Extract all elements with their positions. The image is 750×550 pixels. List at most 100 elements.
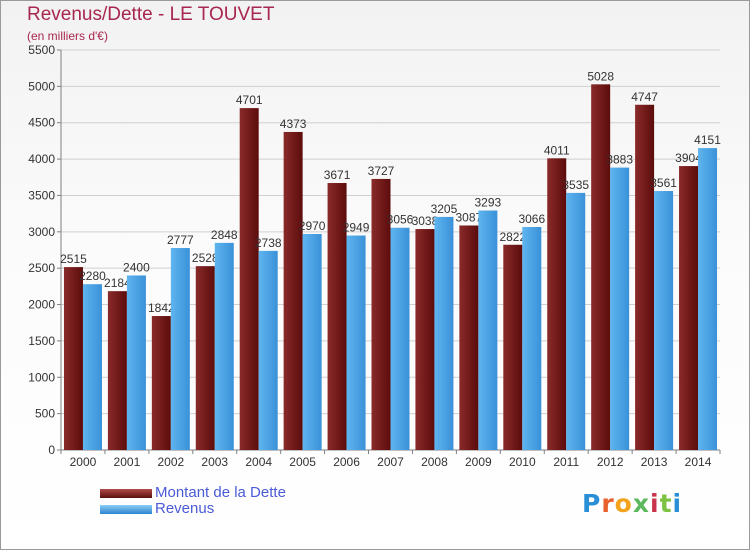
data-label-dette: 5028 [587, 69, 614, 83]
x-tick-label: 2000 [70, 455, 97, 469]
data-label-dette: 4373 [280, 117, 307, 131]
data-label-dette: 3727 [368, 164, 395, 178]
x-tick-label: 2008 [421, 455, 448, 469]
bar-dette [547, 158, 567, 451]
data-label-dette: 1842 [148, 301, 175, 315]
logo-letter: x [632, 489, 650, 518]
x-tick-label: 2010 [509, 455, 536, 469]
bar-revenus [82, 284, 102, 450]
bar-dette [635, 104, 655, 450]
data-label-dette: 3671 [324, 168, 351, 182]
bar-revenus [302, 234, 322, 450]
logo-letter: i [672, 489, 683, 518]
x-tick-label: 2003 [201, 455, 228, 469]
bar-revenus [654, 191, 674, 450]
y-tick-label: 2500 [28, 261, 55, 275]
data-label-dette: 2528 [192, 251, 219, 265]
x-tick-label: 2007 [377, 455, 404, 469]
y-tick-label: 0 [48, 443, 55, 457]
x-tick-label: 2014 [685, 455, 712, 469]
y-tick-label: 3000 [28, 225, 55, 239]
bar-revenus [126, 275, 146, 450]
data-label-dette: 2822 [499, 230, 526, 244]
chart-subtitle: (en milliers d'€) [27, 29, 108, 43]
x-tick-label: 2006 [333, 455, 360, 469]
data-label-dette: 3038 [412, 214, 439, 228]
bar-revenus [566, 192, 586, 450]
y-tick-label: 3500 [28, 188, 55, 202]
bar-dette [679, 166, 699, 450]
x-tick-label: 2012 [597, 455, 624, 469]
bar-revenus [478, 210, 498, 450]
legend-label-revenus: Revenus [155, 500, 215, 517]
bar-revenus [214, 242, 234, 450]
data-label-revenus: 2280 [79, 269, 106, 283]
chart-title: Revenus/Dette - LE TOUVET [27, 4, 275, 25]
legend-label-dette: Montant de la Dette [155, 484, 286, 501]
bar-revenus [522, 227, 542, 450]
data-label-revenus: 3561 [650, 176, 677, 190]
x-tick-label: 2009 [465, 455, 492, 469]
x-tick-label: 2013 [641, 455, 668, 469]
data-label-revenus: 2400 [123, 260, 150, 274]
bar-dette [459, 225, 479, 450]
x-tick-label: 2004 [245, 455, 272, 469]
data-label-revenus: 3056 [387, 213, 414, 227]
data-label-dette: 3904 [675, 151, 702, 165]
data-label-revenus: 2970 [299, 219, 326, 233]
y-tick-label: 500 [35, 407, 55, 421]
bar-dette [107, 291, 127, 450]
data-label-revenus: 3293 [475, 196, 502, 210]
data-label-revenus: 2738 [255, 236, 282, 250]
data-label-revenus: 4151 [694, 133, 721, 147]
bar-revenus [610, 167, 630, 450]
y-tick-label: 5500 [28, 43, 55, 57]
y-tick-label: 1000 [28, 370, 55, 384]
data-label-dette: 4701 [236, 93, 263, 107]
bar-dette [239, 108, 259, 450]
y-tick-label: 4500 [28, 116, 55, 130]
x-tick-label: 2005 [289, 455, 316, 469]
bar-dette [327, 183, 347, 450]
data-label-dette: 4011 [544, 143, 570, 157]
y-tick-label: 1500 [28, 334, 55, 348]
bar-revenus [434, 216, 454, 450]
logo-letter: P [582, 489, 602, 518]
data-label-dette: 2184 [104, 276, 131, 290]
bar-revenus [258, 250, 278, 450]
y-tick-label: 5000 [28, 79, 55, 93]
logo-letter: o [614, 489, 633, 518]
legend-swatch-dette [100, 489, 152, 498]
bar-revenus [390, 227, 410, 450]
bar-dette [195, 266, 215, 450]
bar-dette [283, 131, 303, 451]
bar-dette [371, 178, 391, 451]
data-label-dette: 3087 [456, 210, 483, 224]
data-label-revenus: 2777 [167, 233, 194, 247]
x-tick-label: 2002 [157, 455, 184, 469]
y-tick-label: 4000 [28, 152, 55, 166]
x-tick-label: 2011 [553, 455, 579, 469]
data-label-dette: 2515 [60, 252, 87, 266]
data-label-revenus: 3205 [431, 202, 458, 216]
data-label-revenus: 3535 [562, 178, 589, 192]
data-label-revenus: 2949 [343, 221, 370, 235]
bar-dette [591, 84, 611, 450]
data-label-revenus: 3066 [518, 212, 545, 226]
bar-revenus [170, 248, 190, 450]
x-tick-label: 2001 [114, 455, 141, 469]
logo-letter: r [601, 489, 615, 518]
y-tick-label: 2000 [28, 298, 55, 312]
bar-revenus [346, 235, 366, 450]
bar-dette [503, 244, 523, 450]
legend-swatch-revenus [100, 505, 152, 514]
bar-dette [415, 229, 435, 450]
bar-revenus [698, 148, 718, 451]
data-label-revenus: 3883 [606, 153, 633, 167]
proxiti-logo: Proxiti [582, 489, 682, 518]
logo-letter: i [650, 489, 660, 518]
logo-letter: t [659, 489, 673, 518]
data-label-dette: 4747 [631, 90, 658, 104]
bar-dette [151, 316, 171, 450]
